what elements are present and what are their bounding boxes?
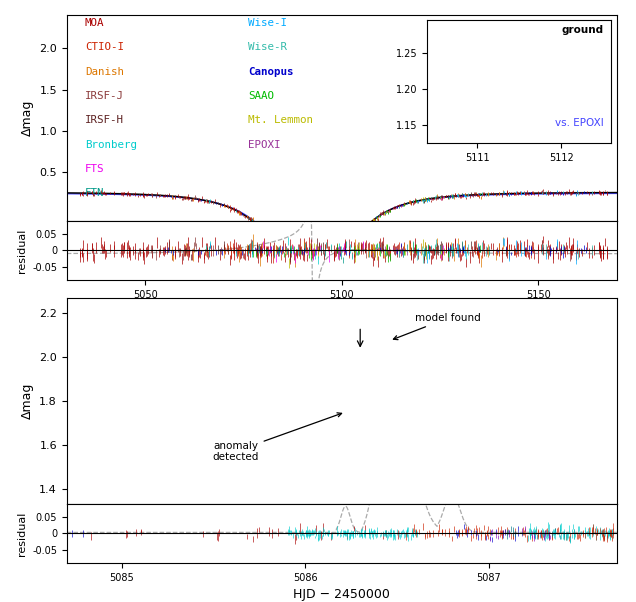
- Text: Mt. Lemmon: Mt. Lemmon: [248, 116, 314, 125]
- X-axis label: HJD − 2450000: HJD − 2450000: [293, 588, 391, 601]
- Text: SAAO: SAAO: [248, 91, 274, 101]
- Text: Bronberg: Bronberg: [85, 140, 137, 150]
- Text: FTS: FTS: [85, 164, 104, 174]
- Text: IRSF-H: IRSF-H: [85, 116, 124, 125]
- Text: anomaly
detected: anomaly detected: [212, 413, 342, 462]
- Text: CTIO-I: CTIO-I: [85, 43, 124, 52]
- Text: IRSF-J: IRSF-J: [85, 91, 124, 101]
- Y-axis label: Δmag: Δmag: [21, 100, 34, 136]
- Text: model found: model found: [394, 313, 481, 340]
- Y-axis label: Δmag: Δmag: [20, 383, 34, 419]
- Text: Danish: Danish: [85, 67, 124, 77]
- Text: Canopus: Canopus: [248, 67, 294, 77]
- Text: EPOXI: EPOXI: [248, 140, 281, 150]
- Y-axis label: residual: residual: [17, 228, 27, 273]
- Text: FTN: FTN: [85, 188, 104, 198]
- Text: MOA: MOA: [85, 18, 104, 28]
- Y-axis label: residual: residual: [17, 511, 27, 556]
- Text: Wise-I: Wise-I: [248, 18, 287, 28]
- Text: Wise-R: Wise-R: [248, 43, 287, 52]
